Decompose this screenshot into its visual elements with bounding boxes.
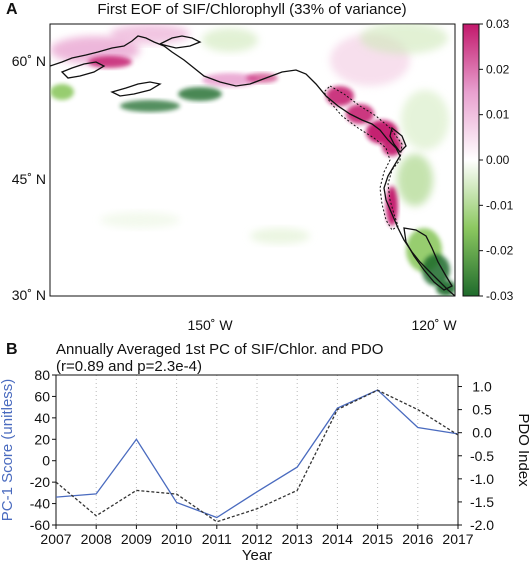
field-patch	[88, 56, 132, 68]
line-subtitle: (r=0.89 and p=2.3e-4)	[56, 358, 202, 375]
line-title: Annually Averaged 1st PC of SIF/Chlor. a…	[56, 341, 383, 358]
line-axis-ticks: 2007 2008 2009 2010 2011 2012 2013 2014 2015 2016…	[30, 367, 495, 547]
x-tick-label: 2013	[282, 531, 313, 547]
x-tick-label: 2009	[121, 531, 152, 547]
colorbar-tick-label: -0.01	[486, 198, 514, 212]
pc-pdo-line-chart: 2007 2008 2009 2010 2011 2012 2013 2014 2015 2016…	[0, 367, 529, 564]
field-patch	[346, 104, 374, 124]
y-tick-label: 60	[34, 388, 50, 404]
y-tick-label: 0	[42, 453, 50, 469]
colorbar-tick-label: -0.02	[486, 244, 514, 258]
map-lat-tick-label: 60˚ N	[12, 53, 46, 69]
x-tick-label: 2007	[40, 531, 71, 547]
map-axis-ticks: 150˚ W 120˚ W 60˚ N 45˚ N 30˚ N	[12, 53, 458, 333]
field-patch	[178, 87, 222, 101]
colorbar-tick-label: 0.00	[486, 153, 510, 167]
map-lat-tick-label: 30˚ N	[12, 287, 46, 303]
panel-a-label: A	[6, 1, 18, 18]
map-title: First EOF of SIF/Chlorophyll (33% of var…	[97, 1, 406, 18]
y-tick-label: -40	[30, 496, 50, 512]
colorbar-ticks: 0.03 0.02 0.01 0.00 -0.01 -0.02 -0.03	[479, 17, 514, 303]
colorbar: 0.03 0.02 0.01 0.00 -0.01 -0.02 -0.03	[462, 17, 514, 303]
field-patch	[401, 90, 449, 150]
y-tick-label: 40	[34, 410, 50, 426]
x-axis-title: Year	[242, 547, 272, 564]
colorbar-ramp	[462, 23, 480, 297]
field-patch	[110, 24, 190, 44]
map-lon-tick-label: 150˚ W	[187, 317, 233, 333]
field-patch	[50, 84, 74, 100]
colorbar-tick-label: 0.03	[486, 17, 510, 31]
series-lines	[55, 389, 459, 523]
x-tick-label: 2014	[322, 531, 353, 547]
significance-contour	[323, 85, 403, 231]
x-tick-label: 2015	[362, 531, 393, 547]
coastline	[50, 35, 455, 296]
x-tick-label: 2008	[81, 531, 112, 547]
x-tick-label: 2012	[241, 531, 272, 547]
colorbar-tick-label: 0.01	[486, 108, 510, 122]
field-patch	[250, 228, 310, 244]
y2-tick-label: -1.5	[470, 494, 494, 510]
y-tick-label: -60	[30, 517, 50, 533]
y2-tick-label: 0.5	[472, 402, 492, 418]
y2-tick-label: 0.0	[472, 425, 492, 441]
x-tick-label: 2016	[402, 531, 433, 547]
field-patch	[202, 73, 258, 87]
field-patch	[246, 73, 278, 83]
map-lon-tick-label: 120˚ W	[411, 317, 457, 333]
y-axis-title: PC-1 Score (unitless)	[0, 379, 16, 522]
eof-map: 150˚ W 120˚ W 60˚ N 45˚ N 30˚ N	[12, 23, 458, 333]
pc1-score-line	[55, 389, 459, 519]
field-patch	[360, 24, 448, 54]
x-tick-label: 2011	[202, 531, 232, 547]
field-patch	[120, 100, 180, 112]
y2-tick-label: -1.0	[470, 471, 494, 487]
x-tick-label: 2010	[161, 531, 192, 547]
colorbar-tick-label: 0.02	[486, 62, 510, 76]
field-patch	[100, 212, 180, 228]
map-lat-tick-label: 45˚ N	[12, 171, 46, 187]
y2-tick-label: 1.0	[472, 379, 492, 395]
y-tick-label: 20	[34, 431, 50, 447]
pdo-index-line	[55, 389, 459, 523]
panel-b-label: B	[6, 341, 18, 358]
y-tick-label: -20	[30, 474, 50, 490]
field-patch	[326, 86, 354, 106]
y2-axis-title: PDO Index	[515, 413, 529, 487]
field-patch	[202, 28, 258, 52]
x-tick-label: 2017	[442, 531, 473, 547]
field-patch	[422, 254, 450, 286]
colorbar-tick-label: -0.03	[486, 289, 514, 303]
field-patch	[397, 154, 433, 206]
y2-tick-label: -0.5	[470, 448, 494, 464]
y-tick-label: 80	[34, 367, 50, 383]
y2-tick-label: -2.0	[470, 517, 494, 533]
